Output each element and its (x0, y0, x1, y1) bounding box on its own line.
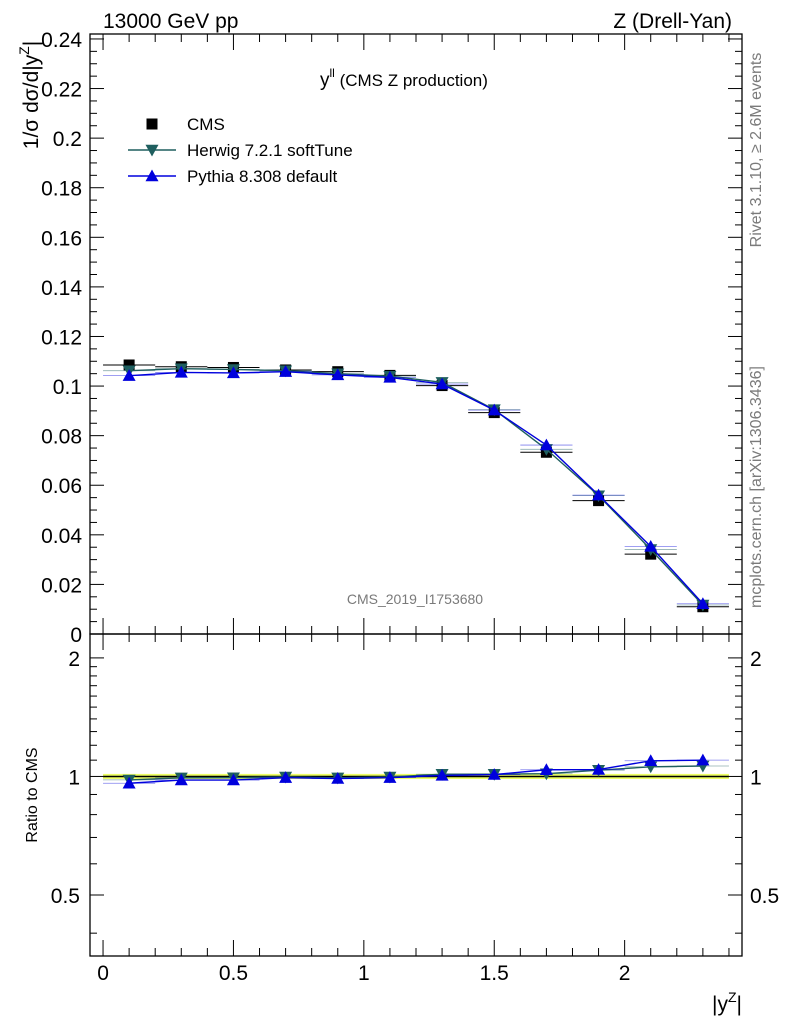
x-tick-label: 1 (358, 962, 370, 985)
x-tick-label: 2 (619, 962, 631, 985)
pythia-point (487, 403, 501, 416)
y-tick-label: 0.04 (41, 525, 82, 548)
pythia-point (644, 539, 658, 552)
pythia-ratio-point (487, 768, 501, 780)
pythia-ratio-point (174, 773, 188, 786)
pythia-ratio-point (539, 763, 553, 775)
x-tick-label: 0 (97, 962, 109, 985)
header-right: Z (Drell-Yan) (613, 10, 732, 33)
legend-marker (146, 118, 158, 130)
y-tick-label: 0.08 (41, 426, 82, 449)
pythia-point (226, 366, 240, 379)
y-tick-label: 0.24 (41, 29, 82, 52)
plot-title: yll (CMS Z production) (320, 66, 488, 91)
legend-label: Pythia 8.308 default (187, 167, 338, 186)
y-tick-label: 0.12 (41, 326, 82, 349)
pythia-ratio-point (383, 771, 397, 783)
y-tick-label: 0.18 (41, 178, 82, 201)
legend-label: Herwig 7.2.1 softTune (187, 141, 353, 160)
pythia-point (539, 438, 553, 451)
y-tick-label: 0.16 (41, 227, 82, 250)
ratio-y-tick-label: 0.5 (51, 885, 80, 908)
ratio-y-tick-label: 2 (68, 648, 80, 671)
pythia-point (383, 370, 397, 383)
ratio-y-tick-label-right: 1 (750, 766, 762, 789)
herwig-line (129, 368, 704, 606)
pythia-point (435, 377, 449, 390)
x-tick-label: 0.5 (219, 962, 248, 985)
x-axis-label: |yZ| (712, 989, 742, 1016)
ratio-y-tick-label-right: 2 (750, 648, 762, 671)
legend-label: CMS (187, 115, 225, 134)
pythia-ratio-point (644, 754, 658, 766)
pythia-ratio-point (592, 763, 606, 775)
analysis-watermark: CMS_2019_I1753680 (347, 591, 483, 607)
pythia-ratio-point (696, 753, 710, 766)
ratio-y-axis-label: Ratio to CMS (24, 747, 41, 842)
pythia-ratio-point (226, 773, 240, 786)
legend-marker (145, 144, 159, 157)
y-axis-label: 1/σ dσ/d|yZ| (16, 41, 43, 149)
legend-marker (145, 169, 159, 182)
pythia-ratio-point (331, 772, 345, 784)
header-left: 13000 GeV pp (103, 10, 238, 33)
pythia-point (696, 597, 710, 609)
pythia-ratio-point (122, 776, 136, 789)
source-info: mcplots.cern.ch [arXiv:1306.3436] (748, 366, 765, 608)
y-tick-label: 0.14 (41, 277, 82, 300)
x-tick-label: 1.5 (480, 962, 509, 985)
pythia-point (122, 369, 136, 381)
ratio-plot-frame (89, 633, 743, 957)
y-tick-label: 0.1 (53, 376, 82, 399)
y-tick-label: 0.02 (41, 574, 82, 597)
pythia-ratio-point (435, 768, 449, 781)
ratio-y-tick-label: 1 (68, 766, 80, 789)
pythia-ratio-point (279, 771, 293, 783)
pythia-line (129, 370, 704, 605)
pythia-point (279, 365, 293, 377)
y-tick-label: 0 (70, 624, 82, 647)
pythia-point (174, 365, 188, 378)
data-point (123, 359, 135, 371)
y-tick-label: 0.2 (53, 128, 82, 151)
ratio-y-tick-label-right: 0.5 (750, 885, 779, 908)
pythia-point (331, 368, 345, 381)
pythia-point (592, 488, 606, 501)
rivet-info: Rivet 3.1.10, ≥ 2.6M events (748, 53, 765, 248)
y-tick-label: 0.06 (41, 475, 82, 498)
y-tick-label: 0.22 (41, 79, 82, 102)
